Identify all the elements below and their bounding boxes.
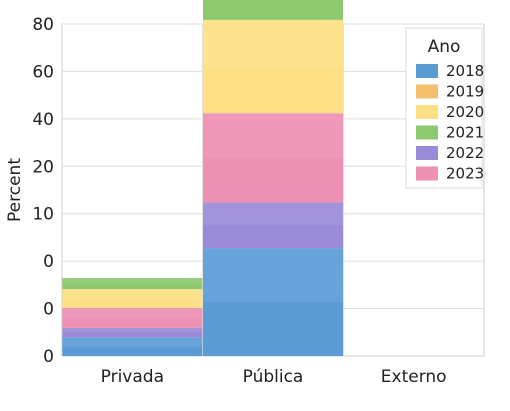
bar-segment-shade	[203, 202, 343, 226]
legend-label: 2023	[446, 165, 484, 183]
bar-segment-shade	[203, 113, 343, 158]
bar-segment	[62, 337, 203, 356]
y-tick-label: 10	[32, 205, 54, 225]
legend-label: 2018	[446, 62, 484, 80]
bar-segment	[203, 0, 343, 20]
legend-swatch	[416, 64, 438, 78]
y-axis-title: Percent	[5, 158, 25, 222]
y-tick-label: 0	[43, 252, 54, 272]
y-tick-label: 60	[32, 62, 54, 82]
bar-segment-shade	[203, 248, 343, 303]
x-tick-label: Pública	[243, 367, 304, 387]
bar-segment-shade	[62, 327, 203, 333]
bar-segment-shade	[62, 277, 203, 284]
x-tick-label: Externo	[381, 367, 447, 387]
legend-swatch	[416, 166, 438, 181]
legend-swatch	[416, 84, 438, 99]
y-tick-label: 40	[32, 110, 54, 130]
bar-segment-shade	[62, 337, 203, 347]
bar-segment	[203, 202, 343, 249]
legend-label: 2019	[446, 83, 484, 101]
bar-segment-shade	[203, 19, 343, 67]
legend-swatch	[416, 125, 438, 140]
bar-segment	[203, 113, 343, 203]
bar-segment	[62, 307, 203, 328]
legend-swatch	[416, 105, 438, 119]
legend-label: 2022	[446, 144, 484, 162]
x-tick-label: Privada	[101, 367, 164, 387]
bar-segment	[62, 327, 203, 338]
legend-title: Ano	[428, 37, 461, 57]
legend-swatch	[416, 146, 438, 160]
y-tick-label: 80	[32, 15, 54, 35]
bar-segment	[62, 277, 203, 290]
legend-label: 2021	[446, 124, 484, 142]
bar-segment-shade	[62, 307, 203, 318]
legend-label: 2020	[446, 103, 484, 121]
bar-segment-shade	[62, 289, 203, 299]
y-tick-label: 0	[43, 347, 54, 367]
y-tick-label: 0	[43, 300, 54, 320]
y-tick-label: 20	[32, 157, 54, 177]
bar-segment	[62, 289, 203, 308]
bar-segment	[203, 248, 343, 356]
bar-segment	[203, 19, 343, 114]
